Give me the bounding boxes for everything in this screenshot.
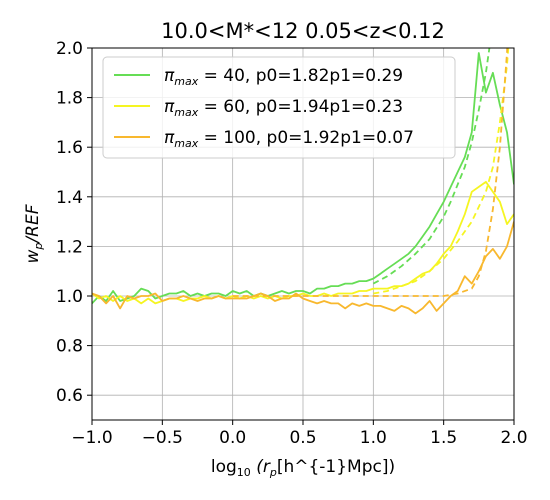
x-tick-label: 0.5 (289, 428, 316, 448)
x-axis-label: log10 (rp[h^{-1}Mpc]) (211, 457, 395, 479)
y-tick-label: 1.2 (56, 237, 83, 257)
legend-text-60: = 60, p0=1.94p1=0.23 (198, 97, 403, 117)
x-axis-label-r: (r (251, 457, 271, 477)
series-line-0 (92, 52, 514, 305)
x-tick-label: 1.0 (360, 428, 387, 448)
y-tick-label: 1.4 (56, 188, 83, 208)
y-tick-label: 1.0 (56, 287, 83, 307)
x-axis-ticks: −1.0 −0.5 0.0 0.5 1.0 1.5 2.0 (71, 420, 528, 448)
legend-text-100: = 100, p0=1.92p1=0.07 (198, 128, 414, 148)
legend-box (102, 56, 456, 159)
x-axis-label-log: log (211, 457, 237, 477)
y-axis-label-rest: /REF (23, 204, 43, 244)
legend-pi-100: π (164, 128, 175, 148)
legend-entry-100: πmax = 100, p0=1.92p1=0.07 (114, 128, 414, 150)
legend-pi-sub-40: max (174, 75, 198, 88)
x-axis-label-unit: [h^{-1}Mpc]) (277, 457, 395, 477)
x-tick-label: 0.0 (219, 428, 246, 448)
legend-pi-60: π (164, 97, 175, 117)
legend-pi-40: π (164, 66, 175, 86)
y-tick-label: 0.8 (56, 337, 83, 357)
fit-line-1 (372, 48, 491, 285)
legend-entry-40: πmax = 40, p0=1.82p1=0.29 (114, 66, 403, 88)
fit-line-5 (232, 48, 509, 297)
legend-text-40: = 40, p0=1.82p1=0.29 (198, 66, 403, 86)
y-axis-ticks: 0.6 0.8 1.0 1.2 1.4 1.6 1.8 2.0 (56, 39, 92, 406)
y-tick-label: 1.8 (56, 89, 83, 109)
legend-label-40: πmax = 40, p0=1.82p1=0.29 (164, 66, 403, 88)
legend-label-100: πmax = 100, p0=1.92p1=0.07 (164, 128, 414, 150)
chart-title: 10.0<M*<12 0.05<z<0.12 (161, 19, 445, 43)
x-tick-label: −0.5 (142, 428, 183, 448)
legend-pi-sub-60: max (174, 106, 198, 119)
y-axis-label-w: w (23, 249, 43, 263)
y-axis-label: wp/REF (23, 204, 45, 263)
legend-label-60: πmax = 60, p0=1.94p1=0.23 (164, 97, 403, 119)
x-axis-label-p-sub: p (269, 466, 277, 479)
y-tick-label: 2.0 (56, 39, 83, 59)
legend: πmax = 40, p0=1.82p1=0.29 πmax = 60, p0=… (102, 56, 456, 159)
series-layer (92, 48, 514, 315)
x-tick-label: 2.0 (500, 428, 527, 448)
series-line-4 (92, 221, 514, 315)
x-axis-label-log-sub: 10 (237, 466, 251, 479)
legend-entry-60: πmax = 60, p0=1.94p1=0.23 (114, 97, 403, 119)
fit-line-3 (373, 48, 510, 295)
legend-pi-sub-100: max (174, 137, 198, 150)
x-tick-label: −1.0 (71, 428, 112, 448)
y-axis-label-p-sub: p (32, 243, 45, 251)
x-tick-label: 1.5 (430, 428, 457, 448)
y-tick-label: 0.6 (56, 386, 83, 406)
y-tick-label: 1.6 (56, 138, 83, 158)
